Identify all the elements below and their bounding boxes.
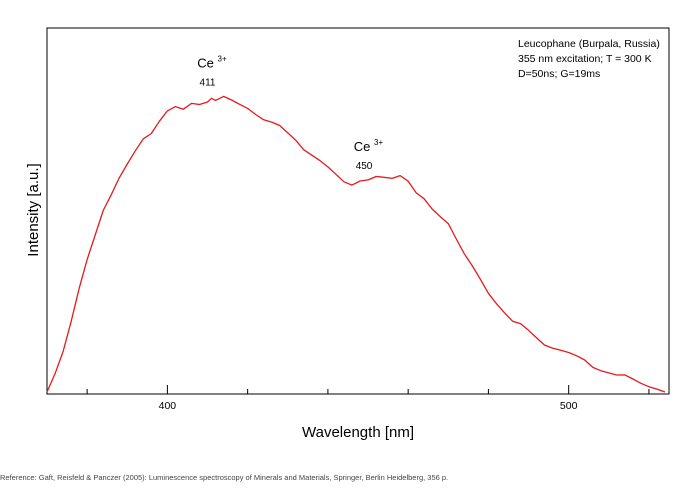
peak-ion-label: Ce (354, 139, 371, 154)
x-tick-label: 400 (159, 400, 177, 412)
x-tick-label: 500 (560, 400, 578, 412)
y-axis-label: Intensity [a.u.] (25, 163, 42, 256)
peak-ion-label: Ce (197, 56, 214, 71)
x-axis-label: Wavelength [nm] (302, 424, 414, 441)
reference-note: Reference: Gaft, Reisfeld & Panczer (200… (0, 473, 449, 482)
plot-frame (46, 27, 670, 395)
series-line (46, 95, 666, 393)
info-line-1: Leucophane (Burpala, Russia) (518, 38, 660, 50)
peak-wavelength-label: 411 (200, 78, 216, 89)
info-line-2: 355 nm excitation; T = 300 K (518, 53, 652, 65)
peak-ion-charge: 3+ (218, 55, 227, 64)
peak-wavelength-label: 450 (356, 161, 373, 172)
peak-ion-charge: 3+ (374, 138, 383, 147)
x-tick-labels: 400 500 (159, 400, 578, 412)
info-line-3: D=50ns; G=19ms (518, 68, 600, 80)
x-ticks (86, 385, 650, 394)
